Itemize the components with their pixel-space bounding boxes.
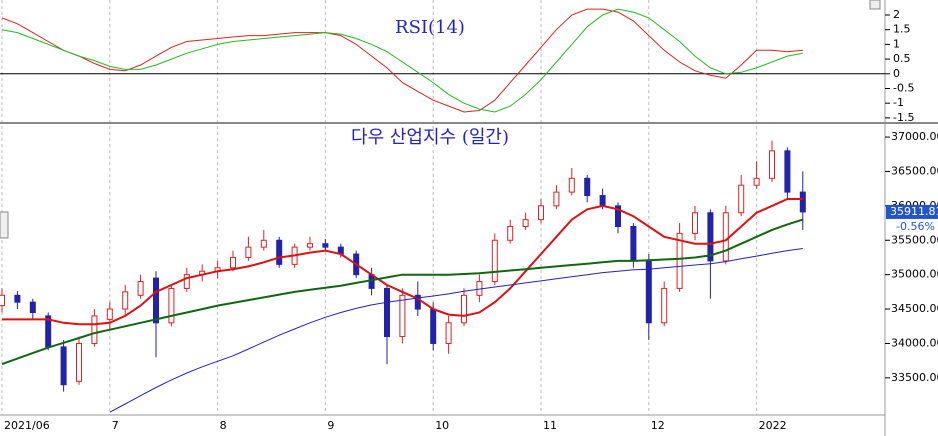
candle-body — [168, 287, 175, 324]
candle-body — [799, 191, 806, 213]
candle-body — [461, 294, 467, 324]
candle-body — [137, 281, 144, 296]
candle-body — [414, 294, 421, 310]
candle-body — [183, 274, 190, 289]
y-tick-label: 1 — [893, 37, 900, 50]
y-tick-label: 2 — [893, 8, 900, 21]
candle-body — [738, 184, 745, 214]
rsi-title: RSI(14) — [395, 17, 465, 38]
y-tick-label: 33500.00 — [891, 371, 938, 384]
candle-body — [122, 291, 129, 310]
candle-body — [753, 177, 760, 186]
x-tick-label: 8 — [220, 419, 227, 432]
candle-body — [91, 315, 98, 344]
y-tick-label: -1.5 — [893, 111, 914, 124]
y-tick-label: 35500.00 — [891, 233, 938, 246]
candle-body — [153, 277, 159, 324]
candle-body — [384, 287, 390, 338]
candle-body — [76, 342, 82, 382]
candle-body — [0, 294, 5, 307]
candle-body — [692, 212, 698, 234]
x-tick-label: 2021/06 — [4, 419, 50, 432]
last-price-label: 35911.81 — [890, 205, 938, 218]
y-tick-label: 35000.00 — [891, 268, 938, 281]
candle-body — [599, 195, 606, 207]
candle-body — [722, 212, 729, 262]
candle-body — [445, 322, 452, 344]
y-tick-label: 34500.00 — [891, 302, 938, 315]
x-tick-label: 2022 — [759, 419, 787, 432]
y-tick-label: 37000.00 — [891, 130, 938, 143]
candle-body — [784, 150, 791, 193]
moving-average — [2, 198, 803, 326]
y-tick-label: -0.5 — [893, 81, 914, 94]
candle-body — [14, 294, 21, 303]
candle-body — [491, 239, 498, 283]
x-tick-label: 9 — [327, 419, 334, 432]
moving-average — [109, 248, 803, 413]
price-title: 다우 산업지수 (일간) — [351, 127, 509, 148]
y-tick-label: -1 — [893, 96, 904, 109]
candle-body — [29, 301, 36, 313]
candle-body — [661, 287, 668, 324]
candle-body — [307, 243, 313, 248]
candle-body — [245, 246, 252, 258]
candle-body — [507, 226, 514, 241]
x-tick-label: 11 — [543, 419, 557, 432]
candle-body — [615, 205, 621, 228]
candle-body — [707, 212, 714, 262]
change-label: -0.56% — [896, 220, 935, 233]
candle-body — [645, 260, 652, 324]
moving-average — [1, 218, 804, 366]
y-tick-label: 34000.00 — [891, 336, 938, 349]
x-tick-label: 12 — [651, 419, 665, 432]
candle-body — [522, 219, 529, 228]
candle-body — [276, 239, 283, 265]
line-series — [1, 8, 803, 113]
y-tick-label: 0 — [893, 67, 900, 80]
candle-body — [60, 346, 67, 386]
candle-body — [230, 256, 236, 269]
candle-body — [106, 308, 113, 320]
candle-body — [584, 177, 591, 197]
candle-body — [538, 205, 544, 221]
candle-body — [430, 308, 437, 344]
candle-body — [630, 226, 637, 262]
y-tick-label: 1.5 — [893, 23, 911, 36]
candle-body — [399, 294, 406, 338]
candle-body — [676, 232, 683, 289]
candle-body — [769, 150, 775, 179]
candle-body — [260, 239, 267, 248]
y-tick-label: 0.5 — [893, 52, 911, 65]
side-tab[interactable] — [0, 211, 9, 239]
x-tick-label: 7 — [112, 419, 119, 432]
y-tick-label: 36500.00 — [891, 164, 938, 177]
line-series — [1, 8, 803, 113]
last-price-box — [886, 204, 938, 219]
x-tick-label: 10 — [435, 419, 449, 432]
candle-body — [568, 177, 575, 193]
scroll-button[interactable] — [869, 0, 881, 10]
candle-body — [553, 191, 560, 207]
candle-body — [322, 243, 329, 248]
